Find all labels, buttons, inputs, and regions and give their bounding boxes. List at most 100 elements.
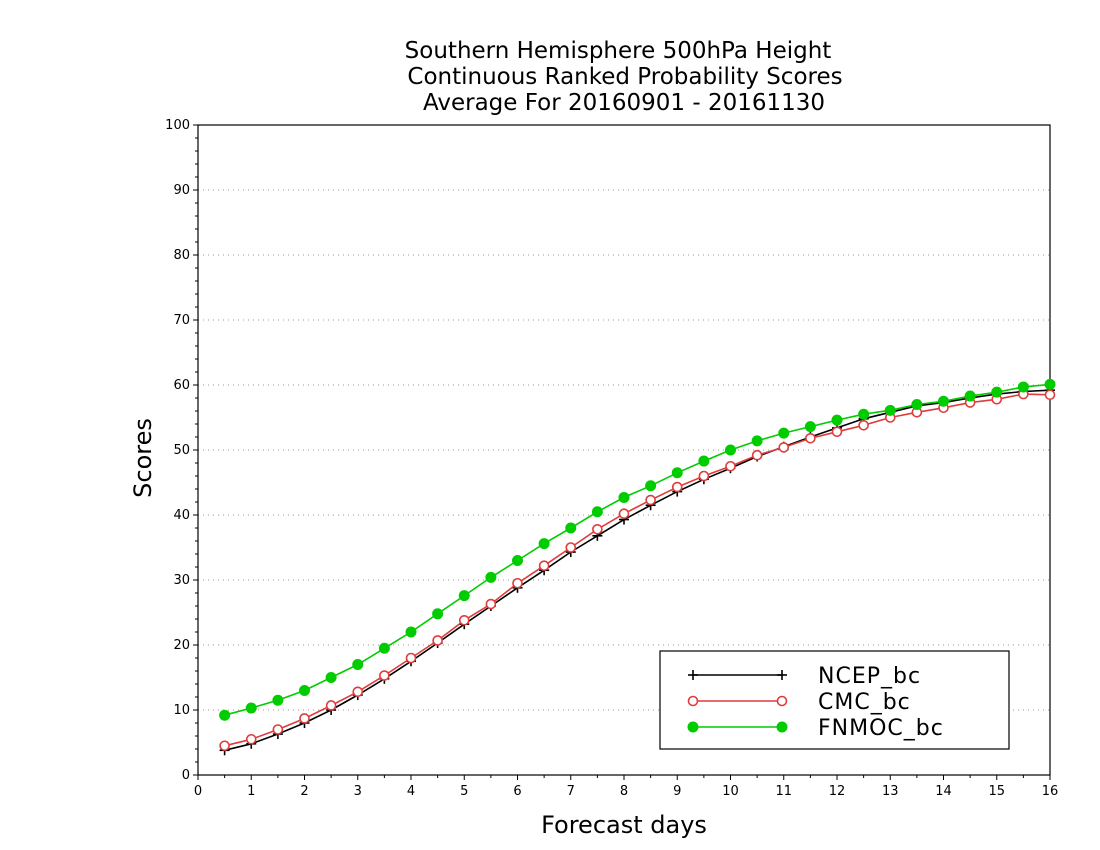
x-tick-label-6: 6 [513,784,521,799]
data-point-FNMOC_bc [485,571,497,583]
data-point-CMC_bc [751,449,763,461]
data-point-FNMOC_bc [378,642,390,654]
legend-marker-right [777,670,787,680]
data-point-FNMOC_bc [618,491,630,503]
x-axis-label: Forecast days [541,811,707,839]
x-tick-label-3: 3 [354,784,362,799]
data-point-FNMOC_bc [352,659,364,670]
data-point-CMC_bc [805,432,816,444]
data-point-FNMOC_bc [751,435,763,447]
data-point-CMC_bc [671,481,683,493]
x-tick-label-10: 10 [722,784,739,799]
legend-label: FNMOC_bc [818,716,944,741]
y-tick-label-10: 10 [173,703,190,718]
data-point-FNMOC_bc [964,390,976,402]
chart-title-line-2: Continuous Ranked Probability Scores [407,64,842,90]
chart-title-line-3: Average For 20160901 - 20161130 [423,90,825,116]
data-point-CMC_bc [858,419,869,431]
series-FNMOC_bc [219,378,1056,721]
data-point-FNMOC_bc [325,672,337,683]
x-tick-label-7: 7 [567,784,575,799]
y-axis-ticks: 0 10 20 30 40 50 60 70 80 90 100 [165,118,198,783]
grid-lines [198,189,1050,711]
data-point-FNMOC_bc [645,480,657,492]
x-tick-label-12: 12 [829,784,846,799]
data-point-FNMOC_bc [1044,378,1056,390]
data-point-FNMOC_bc [245,702,257,714]
data-point-FNMOC_bc [778,427,790,439]
data-point-CMC_bc [352,686,364,698]
data-point-FNMOC_bc [698,455,710,467]
legend-marker-left [687,695,699,707]
y-tick-label-80: 80 [173,248,190,263]
data-point-FNMOC_bc [299,685,310,696]
x-tick-label-14: 14 [935,784,952,799]
legend-item-FNMOC_bc: FNMOC_bc [687,716,944,741]
data-point-FNMOC_bc [725,444,736,456]
data-point-FNMOC_bc [991,386,1003,398]
y-tick-label-20: 20 [173,638,190,653]
x-tick-label-5: 5 [460,784,468,799]
data-point-CMC_bc [778,442,790,453]
x-tick-label-15: 15 [988,784,1005,799]
data-point-CMC_bc [219,740,230,752]
legend-label: NCEP_bc [818,664,921,689]
data-point-FNMOC_bc [512,555,523,566]
data-point-CMC_bc [458,614,470,626]
legend-marker-right [776,721,788,733]
data-point-CMC_bc [592,523,603,535]
x-tick-label-1: 1 [247,784,255,799]
y-tick-label-30: 30 [173,573,190,588]
legend-item-CMC_bc: CMC_bc [687,690,911,715]
data-point-FNMOC_bc [591,506,603,518]
data-point-FNMOC_bc [671,467,683,479]
data-point-FNMOC_bc [272,694,284,706]
y-tick-label-0: 0 [182,768,190,783]
data-point-FNMOC_bc [831,414,843,426]
chart-title-line-1: Southern Hemisphere 500hPa Height [405,38,832,64]
y-tick-label-40: 40 [173,508,190,523]
data-point-CMC_bc [299,713,310,724]
x-axis-ticks: 0 1 2 3 4 5 6 7 8 9 10 11 12 13 14 15 16 [194,775,1058,799]
data-point-FNMOC_bc [405,626,417,638]
data-point-CMC_bc [538,560,550,572]
data-point-CMC_bc [325,700,337,711]
data-point-FNMOC_bc [911,399,923,410]
data-point-FNMOC_bc [858,408,870,420]
data-point-FNMOC_bc [938,395,949,407]
data-point-FNMOC_bc [219,709,231,721]
legend-marker-left [688,670,698,680]
x-tick-label-13: 13 [882,784,899,799]
data-point-FNMOC_bc [1017,381,1029,393]
data-point-CMC_bc [645,494,656,506]
data-point-FNMOC_bc [804,421,816,433]
legend-marker-left [687,721,699,733]
x-tick-label-11: 11 [775,784,792,799]
data-point-CMC_bc [485,598,497,610]
x-tick-label-4: 4 [407,784,415,799]
series-group [219,378,1056,756]
y-tick-label-60: 60 [173,378,190,393]
data-point-CMC_bc [512,577,523,589]
legend-marker-right [776,695,788,707]
data-point-FNMOC_bc [884,404,896,416]
data-point-CMC_bc [272,724,284,735]
x-tick-label-16: 16 [1042,784,1059,799]
data-point-FNMOC_bc [565,522,577,534]
legend-box [659,650,1010,750]
data-point-FNMOC_bc [458,590,470,602]
y-axis-label: Scores [129,418,157,498]
x-tick-label-0: 0 [194,784,202,799]
legend-item-NCEP_bc: NCEP_bc [688,664,921,689]
data-point-FNMOC_bc [432,608,444,620]
y-tick-label-90: 90 [173,183,190,198]
data-point-CMC_bc [379,670,390,681]
data-point-CMC_bc [698,470,710,482]
data-point-CMC_bc [432,635,443,646]
legend-label: CMC_bc [818,690,911,715]
data-point-CMC_bc [245,733,257,745]
data-point-CMC_bc [618,508,630,520]
y-tick-label-100: 100 [165,118,190,133]
